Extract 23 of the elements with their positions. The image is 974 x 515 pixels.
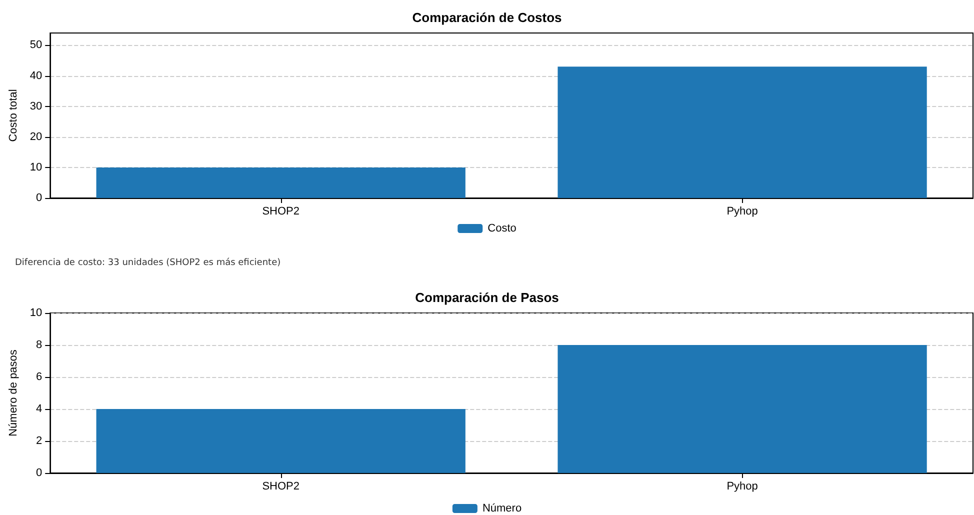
y-tick-label: 20	[30, 130, 42, 143]
x-tick-label: SHOP2	[262, 206, 300, 218]
y-tick-label: 30	[30, 100, 42, 112]
x-tick-label: Pyhop	[726, 480, 758, 492]
y-tick-label: 40	[30, 70, 42, 82]
y-axis-title: Número de pasos	[8, 349, 20, 436]
y-tick-label: 0	[36, 467, 42, 479]
y-tick-label: 10	[30, 161, 42, 174]
y-tick-label: 50	[30, 39, 42, 52]
x-tick-label: Pyhop	[726, 206, 758, 218]
y-tick-label: 8	[36, 339, 42, 351]
y-axis-title: Costo total	[8, 89, 20, 142]
y-tick-label: 10	[30, 307, 42, 319]
legend-label: Costo	[488, 222, 516, 234]
y-tick-label: 2	[36, 435, 42, 447]
legend-label: Número	[482, 502, 522, 514]
text: Diferencia de costo: 33 unidades (SHOP2 es más eficiente)	[15, 258, 281, 268]
y-tick-label: 6	[36, 371, 42, 383]
chart-title: Comparación de Pasos	[415, 290, 559, 305]
y-tick-label: 0	[36, 192, 42, 204]
chart-title: Comparación de Costos	[412, 10, 562, 25]
y-tick-label: 4	[36, 403, 42, 415]
x-tick-label: SHOP2	[262, 480, 300, 492]
